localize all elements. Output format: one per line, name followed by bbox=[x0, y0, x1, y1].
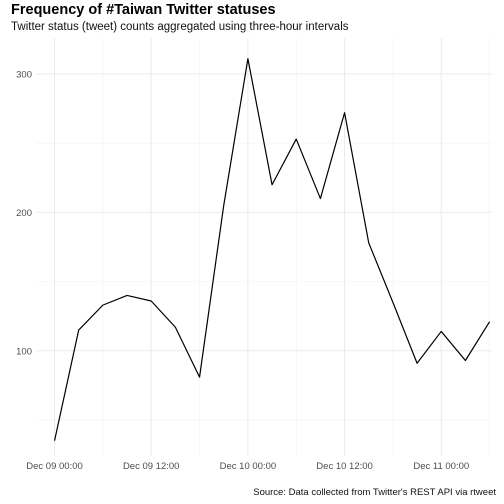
x-tick-label: Dec 11 00:00 bbox=[413, 461, 469, 472]
y-tick-label: 300 bbox=[16, 69, 32, 80]
x-tick-label: Dec 09 12:00 bbox=[123, 461, 180, 472]
series-line bbox=[53, 58, 491, 441]
y-tick-label: 200 bbox=[16, 208, 32, 219]
chart-title: Frequency of #Taiwan Twitter statuses bbox=[11, 2, 276, 18]
chart-caption: Source: Data collected from Twitter's RE… bbox=[253, 487, 496, 498]
x-tick-label: Dec 10 12:00 bbox=[316, 461, 373, 472]
x-tick-label: Dec 09 00:00 bbox=[26, 461, 83, 472]
grid-lines bbox=[36, 38, 492, 456]
chart-subtitle: Twitter status (tweet) counts aggregated… bbox=[11, 21, 349, 33]
series-group bbox=[53, 58, 491, 441]
x-tick-label: Dec 10 00:00 bbox=[220, 461, 277, 472]
y-tick-label: 100 bbox=[16, 346, 32, 357]
y-axis-labels: 100 200 300 bbox=[16, 69, 32, 357]
x-axis-labels: Dec 09 00:00 Dec 09 12:00 Dec 10 00:00 Dec … bbox=[26, 461, 469, 472]
